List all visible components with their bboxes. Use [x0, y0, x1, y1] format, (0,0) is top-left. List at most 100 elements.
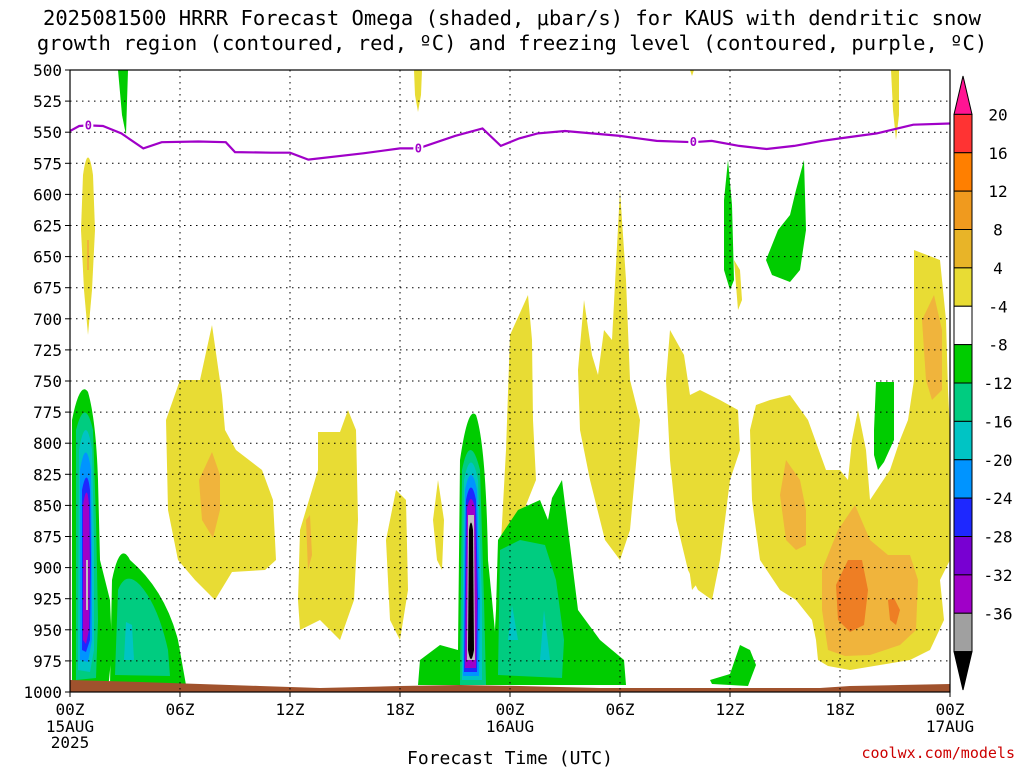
y-tick-label: 925	[33, 590, 62, 609]
freezing-level-label: 0	[690, 135, 697, 149]
freezing-level-label: 0	[415, 141, 422, 155]
y-tick-label: 550	[33, 123, 62, 142]
y-tick-label: 875	[33, 528, 62, 547]
freezing-level-label: 0	[85, 118, 92, 132]
omega-region-yellow	[690, 70, 694, 76]
colorbar-label: 20	[988, 105, 1007, 124]
omega-region-orange	[87, 240, 89, 270]
colorbar-segment	[953, 305, 973, 346]
colorbar-segment	[953, 612, 973, 653]
plot-area: 0 0 0	[70, 70, 950, 692]
omega-region-green	[418, 413, 500, 685]
colorbar-segment	[953, 651, 973, 691]
freezing-level-label-bg	[83, 117, 94, 132]
y-tick-label: 850	[33, 496, 62, 515]
colorbar-segment	[953, 267, 973, 307]
y-tick-label: 900	[33, 559, 62, 578]
colorbar-segment	[953, 536, 973, 576]
colorbar-label: -32	[984, 566, 1013, 585]
y-tick-label: 525	[33, 92, 62, 111]
omega-region-green	[874, 382, 894, 470]
omega-region-darkorange	[836, 560, 868, 632]
x-axis-title: Forecast Time (UTC)	[407, 748, 613, 768]
y-tick-label: 1000	[23, 683, 62, 702]
omega-region-orange	[780, 460, 806, 550]
chart-title: 2025081500 HRRR Forecast Omega (shaded, …	[0, 6, 1024, 56]
y-tick-label: 650	[33, 248, 62, 267]
x-tick-label: 06Z	[606, 700, 635, 719]
freezing-level-contour: 0 0 0	[70, 117, 950, 161]
omega-region-yellow	[666, 330, 740, 600]
colorbar-segment	[953, 497, 973, 537]
y-axis-labels: 500 525 550 575 600 625 650 675 700 725 750 775 800 8…	[23, 61, 70, 702]
colorbar-label: -16	[984, 412, 1013, 431]
omega-region-orange	[199, 452, 220, 538]
omega-region-orange	[306, 515, 312, 570]
omega-region-green	[710, 645, 756, 686]
colorbar-segment	[953, 75, 973, 115]
colorbar-label: -8	[988, 336, 1007, 355]
colorbar-segment	[953, 229, 973, 269]
colorbar-label: 8	[993, 221, 1003, 240]
omega-region-black	[468, 522, 474, 659]
credit-text[interactable]: coolwx.com/models	[861, 744, 1015, 762]
colorbar-segment	[953, 113, 973, 154]
y-tick-label: 725	[33, 341, 62, 360]
x-tick-sublabel: 16AUG	[486, 717, 534, 736]
x-tick-label: 00Z	[496, 700, 525, 719]
x-tick-sublabel: 2025	[51, 733, 90, 752]
omega-region-yellow	[734, 260, 742, 310]
x-tick-sublabel: 17AUG	[926, 717, 974, 736]
colorbar-label: -12	[984, 374, 1013, 393]
x-tick-label: 00Z	[936, 700, 965, 719]
omega-region-green	[118, 70, 128, 135]
colorbar-label: -28	[984, 528, 1013, 547]
y-tick-label: 500	[33, 61, 62, 80]
omega-region-yellow	[688, 540, 700, 590]
colorbar-segment	[953, 459, 973, 499]
colorbar-label: 4	[993, 259, 1003, 278]
x-tick-label: 18Z	[386, 700, 415, 719]
omega-region-yellow	[166, 325, 276, 600]
omega-region-yellow	[414, 70, 422, 112]
omega-region-gray	[86, 560, 88, 610]
omega-region-orange	[922, 295, 942, 400]
title-line-1: 2025081500 HRRR Forecast Omega (shaded, …	[43, 6, 981, 30]
x-tick-label: 18Z	[826, 700, 855, 719]
colorbar-segment	[953, 190, 973, 230]
colorbar-label: 16	[988, 144, 1007, 163]
colorbar-label: 12	[988, 182, 1007, 201]
x-tick-label: 12Z	[276, 700, 305, 719]
freezing-level-label-bg	[688, 134, 699, 149]
x-tick-label: 06Z	[166, 700, 195, 719]
colorbar-label: -20	[984, 451, 1013, 470]
y-tick-label: 600	[33, 185, 62, 204]
y-tick-label: 825	[33, 465, 62, 484]
omega-region-yellow	[891, 70, 899, 140]
y-tick-label: 575	[33, 154, 62, 173]
y-tick-label: 625	[33, 217, 62, 236]
omega-region-green	[766, 160, 806, 282]
y-tick-label: 675	[33, 279, 62, 298]
title-line-2: growth region (contoured, red, ºC) and f…	[36, 31, 988, 55]
x-tick-label: 00Z	[56, 700, 85, 719]
colorbar-segment	[953, 574, 973, 614]
omega-region-darkorange	[888, 598, 900, 625]
colorbar-label: -24	[984, 489, 1013, 508]
x-tick-label: 12Z	[716, 700, 745, 719]
gridlines	[70, 70, 950, 692]
y-tick-label: 700	[33, 310, 62, 329]
omega-region-cyan	[508, 605, 518, 640]
y-tick-label: 800	[33, 434, 62, 453]
colorbar-segment	[953, 152, 973, 192]
x-tick-sublabel: 15AUG	[46, 717, 94, 736]
colorbar-label: -36	[984, 604, 1013, 623]
y-tick-label: 750	[33, 372, 62, 391]
omega-region-cyan	[540, 610, 550, 660]
y-tick-label: 950	[33, 621, 62, 640]
omega-region-green	[724, 160, 734, 290]
omega-region-cyan	[124, 622, 134, 660]
colorbar-segment	[953, 382, 973, 422]
